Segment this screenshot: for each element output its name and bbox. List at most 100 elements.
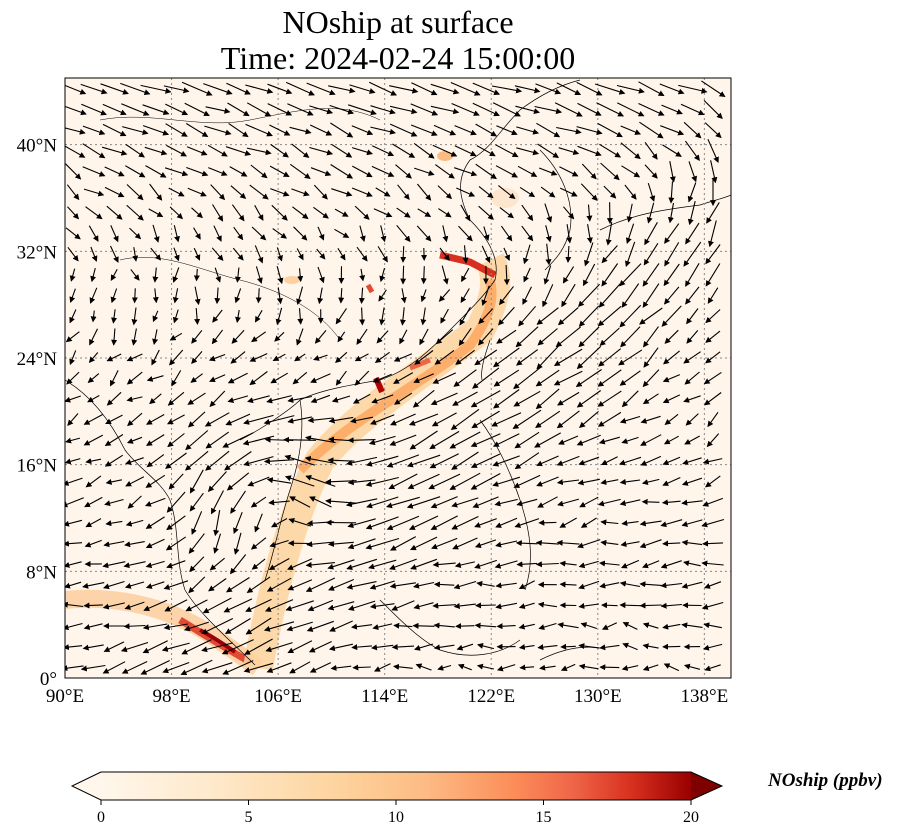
wind-arrow [495,540,518,548]
wind-arrow [265,642,293,653]
wind-arrow [599,664,620,671]
wind-arrow [661,499,681,506]
wind-arrow [414,167,435,176]
wind-arrow [478,205,494,220]
wind-arrow [397,184,410,200]
wind-arrow [229,554,247,575]
wind-arrow [492,433,520,447]
wind-arrow [267,103,293,116]
lat-tick-label: 8°N [26,562,57,583]
wind-arrow [181,81,213,96]
wind-arrow [599,582,620,589]
wind-arrow [214,267,222,283]
wind-arrow [172,288,179,304]
wind-arrow [667,202,675,224]
wind-arrow [166,144,187,157]
wind-arrow [106,353,122,362]
wind-arrow [105,520,123,527]
wind-arrow [578,283,600,308]
wind-arrow [223,598,253,613]
lat-tick-label: 0° [40,669,57,690]
wind-arrow [583,263,596,287]
wind-arrow [105,478,123,485]
wind-arrow [438,289,451,302]
wind-arrow [167,391,185,406]
wind-arrow [389,105,418,115]
wind-arrow [148,208,164,217]
wind-arrow [400,246,407,263]
wind-arrow [416,183,432,201]
wind-arrow [125,476,145,487]
wind-arrow [663,435,679,445]
wind-arrow [209,390,226,408]
wind-arrow [644,164,658,179]
wind-arrow [359,225,366,242]
wind-arrow [537,328,558,346]
wind-arrow [660,125,685,136]
wind-arrow [429,453,459,469]
wind-arrow [330,664,352,671]
wind-arrow [292,371,308,385]
wind-arrow [100,83,129,95]
wind-arrow [263,621,295,632]
wind-arrow [358,287,365,304]
wind-arrow [337,248,346,261]
wind-arrow [103,641,125,652]
wind-arrow [557,498,580,507]
wind-arrow [576,81,603,96]
wind-arrow [476,145,496,157]
wind-arrow [576,390,602,408]
wind-arrow [415,663,432,671]
wind-arrow [441,265,449,285]
wind-arrow [274,331,285,342]
wind-arrow [559,166,579,177]
wind-arrow [561,283,576,308]
wind-arrow [704,581,722,589]
wind-arrow [269,165,290,177]
wind-arrow [152,310,159,323]
wind-arrow [243,662,274,673]
wind-arrow [416,225,432,242]
wind-arrow [82,143,106,159]
wind-arrow [152,267,159,283]
wind-arrow [701,560,724,567]
wind-arrow [643,243,659,266]
wind-arrow [233,512,243,535]
wind-arrow [620,142,641,160]
wind-arrow [183,621,209,632]
wind-arrow [65,644,83,651]
wind-arrow [396,207,411,218]
wind-arrow [379,268,386,283]
wind-arrow [618,349,643,366]
wind-arrow [491,85,523,94]
wind-arrow [251,226,267,241]
wind-arrow [208,167,228,176]
wind-arrow [580,517,597,528]
wind-arrow [460,288,470,304]
wind-arrow [389,582,416,589]
wind-arrow [597,498,621,507]
wind-arrow [335,351,348,363]
wind-arrow [662,456,681,466]
wind-arrow [284,454,315,466]
wind-arrow [556,126,582,135]
wind-arrow [535,561,559,568]
wind-arrow [478,308,494,325]
wind-arrow [536,455,559,467]
wind-arrow [66,371,80,385]
wind-arrow [619,415,641,424]
wind-arrow [161,642,190,652]
wind-arrow [329,620,353,632]
wind-arrow [207,471,227,492]
wind-arrow [189,556,205,573]
wind-arrow [579,410,599,428]
wind-arrow [640,455,662,466]
wind-arrow [393,663,413,670]
wind-arrow [703,622,722,629]
wind-arrow [296,328,304,346]
wind-arrow [145,538,165,549]
wind-arrow [621,436,639,444]
wind-arrow [515,540,538,547]
wind-arrow [451,451,479,470]
